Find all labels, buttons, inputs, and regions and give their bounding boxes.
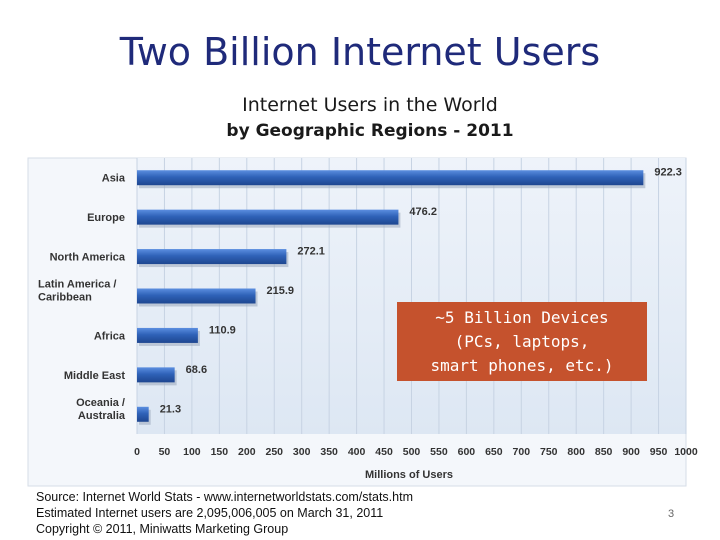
data-label: 21.3	[160, 403, 181, 415]
data-label: 272.1	[297, 246, 325, 258]
x-tick-label: 650	[485, 446, 503, 458]
chart-title-line: Internet Users in the World	[242, 94, 498, 116]
callout-line: smart phones, etc.)	[430, 355, 614, 375]
x-tick-label: 400	[348, 446, 366, 458]
x-tick-label: 100	[183, 446, 201, 458]
x-axis-label: Millions of Users	[365, 469, 453, 481]
category-label: Europe	[87, 212, 125, 224]
category-label: Latin America /	[38, 279, 116, 291]
x-tick-label: 0	[134, 446, 140, 458]
category-label: Caribbean	[38, 292, 92, 304]
category-label: North America	[50, 252, 126, 264]
chart-title: Internet Users in the World by Geographi…	[150, 92, 590, 144]
category-label: Middle East	[64, 370, 125, 382]
category-label: Australia	[78, 410, 126, 422]
page-number: 3	[668, 508, 675, 520]
slide-title: Two Billion Internet Users	[119, 30, 601, 74]
data-label: 476.2	[409, 206, 437, 218]
bar	[137, 327, 198, 343]
data-label: 215.9	[267, 285, 295, 297]
bar	[137, 367, 175, 383]
bar	[137, 406, 149, 422]
data-label: 922.3	[654, 167, 682, 179]
x-tick-label: 750	[540, 446, 558, 458]
x-tick-label: 500	[403, 446, 421, 458]
x-tick-label: 350	[320, 446, 338, 458]
callout-line: ~5 Billion Devices	[435, 307, 609, 327]
x-tick-label: 700	[513, 446, 531, 458]
category-label: Oceania /	[76, 397, 125, 409]
chart-subtitle: by Geographic Regions - 2011	[226, 121, 514, 141]
data-label: 110.9	[209, 324, 236, 336]
source-note: Source: Internet World Stats - www.inter…	[36, 489, 413, 537]
bar	[137, 249, 287, 265]
callout-line: (PCs, laptops,	[454, 331, 590, 351]
bar	[137, 170, 644, 186]
bar	[137, 209, 399, 225]
x-tick-label: 800	[567, 446, 585, 458]
copyright-line: Copyright © 2011, Miniwatts Marketing Gr…	[36, 522, 289, 536]
category-label: Africa	[94, 330, 126, 342]
x-tick-label: 900	[622, 446, 640, 458]
source-line: Estimated Internet users are 2,095,006,0…	[36, 506, 384, 520]
category-label: Asia	[102, 173, 126, 185]
bar	[137, 288, 256, 304]
x-tick-label: 50	[159, 446, 171, 458]
x-tick-label: 950	[650, 446, 668, 458]
x-tick-label: 300	[293, 446, 311, 458]
x-tick-label: 450	[375, 446, 393, 458]
x-tick-label: 850	[595, 446, 613, 458]
x-tick-label: 150	[211, 446, 229, 458]
data-label: 68.6	[186, 364, 207, 376]
x-tick-label: 250	[265, 446, 283, 458]
x-tick-label: 550	[430, 446, 448, 458]
x-tick-label: 200	[238, 446, 256, 458]
source-line: Source: Internet World Stats - www.inter…	[36, 490, 413, 504]
x-tick-label: 1000	[674, 446, 698, 458]
x-tick-label: 600	[458, 446, 476, 458]
devices-callout: ~5 Billion Devices (PCs, laptops, smart …	[397, 302, 647, 381]
